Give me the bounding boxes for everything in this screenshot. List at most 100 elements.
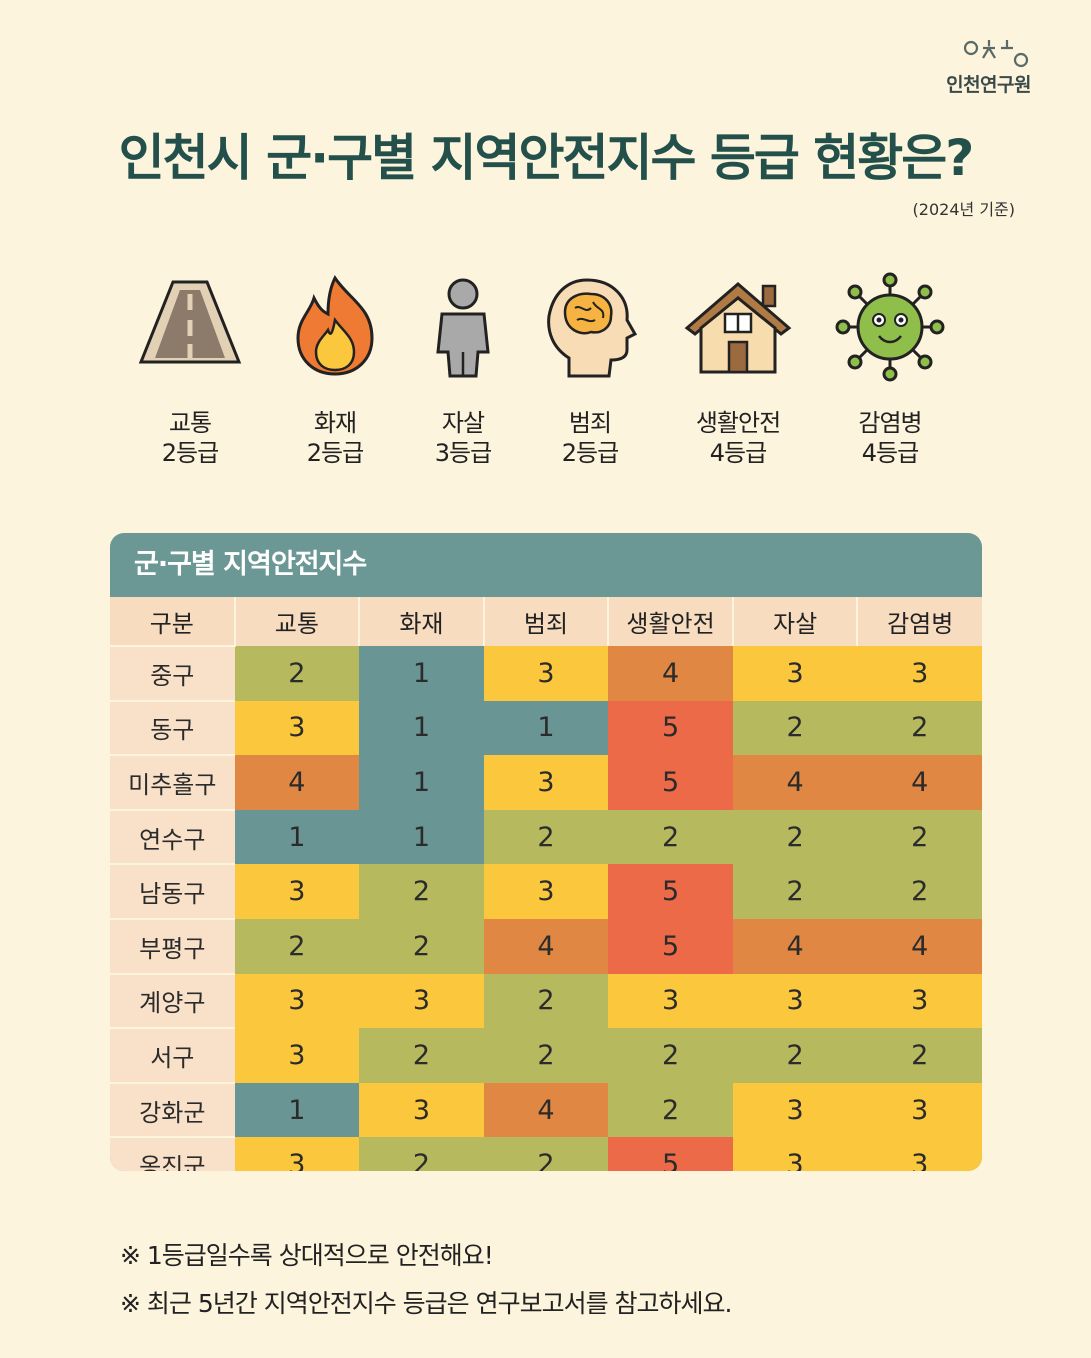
grade-cell: 3 (234, 700, 360, 756)
grade-cell: 1 (359, 646, 484, 701)
grade-cell: 2 (483, 1137, 609, 1171)
category-grade: 4등급 (861, 439, 919, 467)
category-name: 자살 (441, 409, 485, 437)
category-infection: 감염병 4등급 (820, 272, 960, 468)
grade-cell: 2 (359, 1137, 484, 1171)
header-traffic: 교통 (233, 597, 360, 646)
row-district: 남동구 (110, 863, 235, 919)
row-district: 강화군 (110, 1081, 235, 1138)
grade-cell: 3 (857, 973, 982, 1029)
virus-icon (835, 272, 945, 382)
category-name: 감염병 (858, 409, 922, 437)
page-subtitle: (2024년 기준) (912, 200, 1015, 219)
grade-cell: 1 (359, 809, 484, 865)
grade-cell: 3 (732, 646, 858, 701)
grade-cell: 3 (359, 973, 484, 1029)
grade-cell: 2 (234, 646, 360, 701)
person-icon (436, 278, 490, 378)
fire-icon (296, 275, 374, 376)
grade-cell: 5 (608, 700, 733, 756)
header-infection: 감염병 (856, 597, 982, 646)
row-district: 동구 (110, 699, 235, 756)
grade-cell: 3 (234, 1028, 360, 1083)
grade-cell: 3 (483, 755, 609, 810)
safety-index-table: 군·구별 지역안전지수 구분 교통 화재 범죄 생활안전 자살 감염병 중구 2 1… (110, 533, 982, 1171)
grade-cell: 3 (857, 1082, 982, 1138)
grade-cell: 5 (608, 864, 733, 919)
logo-mark-icon (963, 40, 1029, 68)
table-row: 미추홀구 4 1 3 5 4 4 (110, 754, 982, 810)
grade-cell: 5 (608, 918, 733, 974)
row-district: 서구 (110, 1027, 235, 1083)
category-grade: 2등급 (161, 439, 219, 467)
category-name: 화재 (313, 409, 357, 437)
grade-cell: 4 (483, 1082, 609, 1138)
road-icon (138, 280, 242, 364)
category-name: 범죄 (568, 409, 612, 437)
category-living-safety: 생활안전 4등급 (668, 272, 808, 468)
grade-cell: 2 (359, 864, 484, 919)
grade-cell: 3 (857, 1137, 982, 1171)
category-fire: 화재 2등급 (265, 272, 405, 468)
grade-cell: 3 (608, 973, 733, 1029)
grade-cell: 5 (608, 1137, 733, 1171)
row-district: 계양구 (110, 972, 235, 1029)
grade-cell: 4 (608, 646, 733, 701)
grade-cell: 2 (732, 809, 858, 865)
notes: ※ 1등급일수록 상대적으로 안전해요! ※ 최근 5년간 지역안전지수 등급은… (120, 1232, 732, 1328)
grade-cell: 4 (483, 918, 609, 974)
grade-cell: 4 (732, 755, 858, 810)
logo-text: 인천연구원 (946, 74, 1031, 96)
grade-table: 구분 교통 화재 범죄 생활안전 자살 감염병 중구 2 1 3 4 3 3 동구 3 1 1 5 2 2… (110, 597, 982, 1171)
table-row: 부평구 2 2 4 5 4 4 (110, 917, 982, 974)
grade-cell: 4 (857, 755, 982, 810)
table-row: 서구 3 2 2 2 2 2 (110, 1027, 982, 1083)
note-report: ※ 최근 5년간 지역안전지수 등급은 연구보고서를 참고하세요. (120, 1289, 732, 1318)
grade-cell: 1 (359, 700, 484, 756)
grade-cell: 1 (359, 755, 484, 810)
grade-cell: 2 (359, 918, 484, 974)
grade-cell: 2 (359, 1028, 484, 1083)
table-header-row: 구분 교통 화재 범죄 생활안전 자살 감염병 (110, 597, 982, 646)
table-row: 동구 3 1 1 5 2 2 (110, 699, 982, 756)
category-icons: 교통 2등급 화재 2등급 자살 3등급 범죄 (120, 272, 980, 492)
grade-cell: 4 (234, 755, 360, 810)
grade-cell: 2 (608, 809, 733, 865)
logo: 인천연구원 (946, 34, 1031, 97)
header-crime: 범죄 (482, 597, 609, 646)
grade-cell: 3 (732, 1137, 858, 1171)
grade-cell: 2 (608, 1082, 733, 1138)
grade-cell: 2 (857, 809, 982, 865)
table-title: 군·구별 지역안전지수 (134, 549, 367, 580)
grade-cell: 3 (732, 1082, 858, 1138)
grade-cell: 4 (857, 918, 982, 974)
grade-cell: 1 (234, 809, 360, 865)
grade-cell: 3 (234, 973, 360, 1029)
category-grade: 2등급 (561, 439, 619, 467)
grade-cell: 3 (359, 1082, 484, 1138)
grade-cell: 2 (857, 1028, 982, 1083)
brain-head-icon (547, 278, 638, 378)
table-row: 연수구 1 1 2 2 2 2 (110, 808, 982, 865)
category-name: 생활안전 (695, 409, 781, 437)
header-fire: 화재 (358, 597, 484, 646)
grade-cell: 4 (732, 918, 858, 974)
grade-cell: 2 (483, 973, 609, 1029)
header-suicide: 자살 (731, 597, 858, 646)
table-row: 계양구 3 3 2 3 3 3 (110, 972, 982, 1029)
category-name: 교통 (168, 409, 212, 437)
header-district: 구분 (110, 597, 235, 646)
grade-cell: 2 (857, 700, 982, 756)
table-row: 중구 2 1 3 4 3 3 (110, 645, 982, 701)
category-grade: 2등급 (306, 439, 364, 467)
category-traffic: 교통 2등급 (120, 272, 260, 468)
row-district: 중구 (110, 645, 235, 701)
grade-cell: 3 (483, 646, 609, 701)
table-row: 옹진군 3 2 2 5 3 3 (110, 1136, 982, 1171)
house-icon (684, 282, 792, 374)
grade-cell: 2 (732, 700, 858, 756)
table-row: 강화군 1 3 4 2 3 3 (110, 1081, 982, 1138)
grade-cell: 3 (234, 864, 360, 919)
grade-cell: 3 (483, 864, 609, 919)
grade-cell: 2 (732, 1028, 858, 1083)
